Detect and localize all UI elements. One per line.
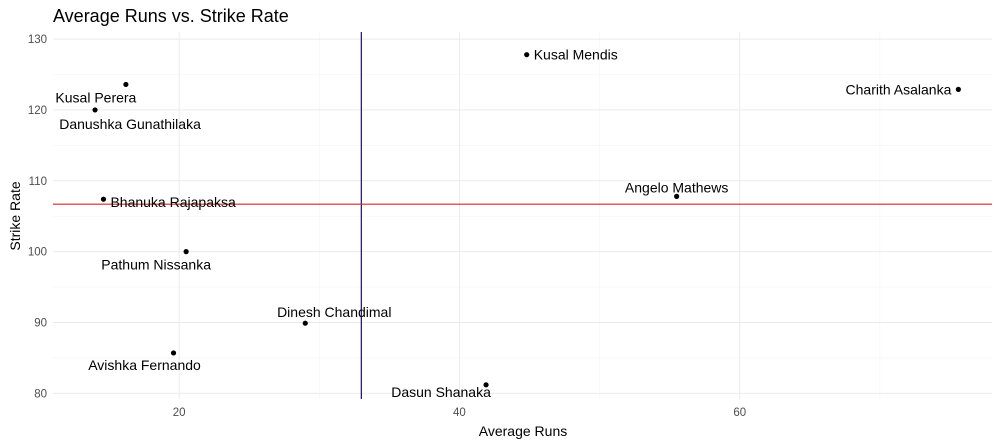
data-point-label: Danushka Gunathilaka <box>59 116 201 132</box>
data-point-label: Charith Asalanka <box>846 81 952 97</box>
data-point-label: Angelo Mathews <box>625 179 729 195</box>
data-point-label: Pathum Nissanka <box>101 257 211 273</box>
data-point-label: Dinesh Chandimal <box>277 304 391 320</box>
y-tick-label: 100 <box>28 247 47 259</box>
data-point <box>302 320 308 326</box>
x-tick-label: 60 <box>733 407 746 419</box>
y-axis-title: Strike Rate <box>7 181 23 250</box>
data-point <box>92 107 98 113</box>
data-point-label: Dasun Shanaka <box>391 384 491 400</box>
data-point <box>170 350 177 356</box>
data-point <box>955 86 961 92</box>
data-point <box>674 193 680 199</box>
plot-area: 20 40 60 80 90 100 110 120 130 Kusal Mendis Charit… <box>28 32 992 419</box>
data-point-label: Bhanuka Rajapaksa <box>110 194 236 210</box>
data-point <box>524 52 530 58</box>
data-point-label: Avishka Fernando <box>88 357 201 373</box>
data-point <box>100 196 107 202</box>
x-tick-label: 40 <box>453 407 466 419</box>
y-tick-label: 90 <box>34 317 47 329</box>
x-axis-title: Average Runs <box>479 423 567 439</box>
y-tick-label: 110 <box>29 176 47 188</box>
data-point <box>123 81 129 88</box>
y-tick-label: 130 <box>28 34 47 46</box>
y-tick-label: 80 <box>34 388 47 400</box>
y-tick-label: 120 <box>28 105 47 117</box>
data-point-label: Kusal Mendis <box>534 47 618 63</box>
data-point-label: Kusal Perera <box>55 89 136 105</box>
data-point <box>483 382 489 388</box>
x-tick-label: 20 <box>173 407 186 419</box>
chart-title: Average Runs vs. Strike Rate <box>53 6 289 26</box>
data-point <box>183 249 189 255</box>
